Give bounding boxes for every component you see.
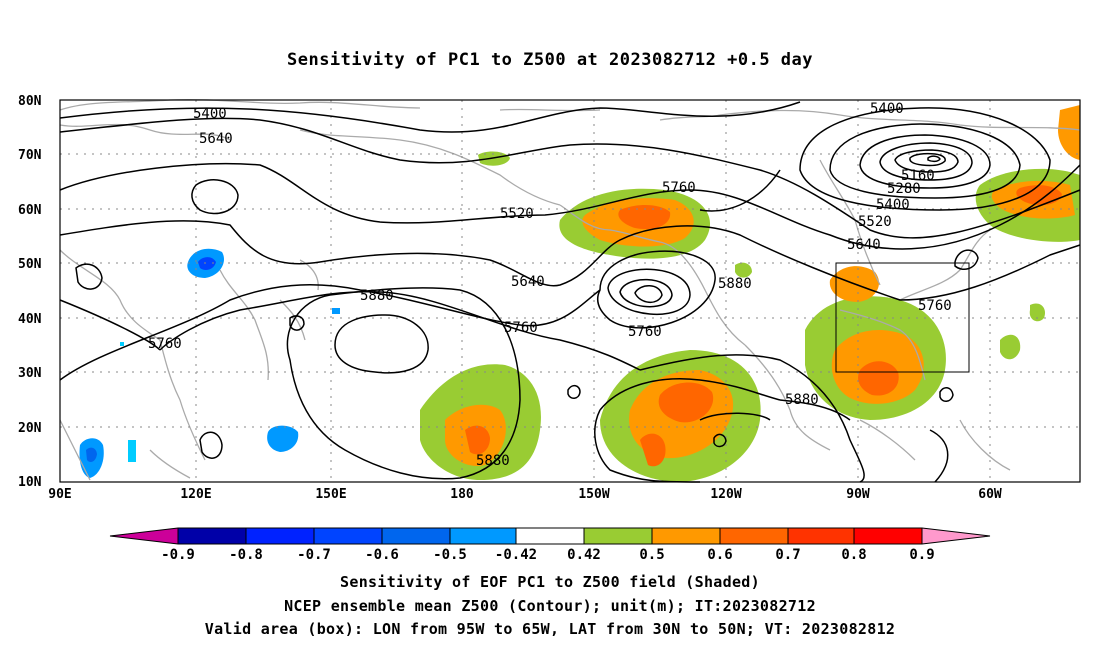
map-title: Sensitivity of PC1 to Z500 at 2023082712…: [286, 50, 813, 70]
lat-label: 60N: [18, 203, 42, 218]
lon-label: 60W: [978, 487, 1002, 502]
lat-label: 30N: [18, 366, 42, 381]
caption-line-1: Sensitivity of EOF PC1 to Z500 field (Sh…: [340, 573, 760, 591]
contour-label: 5400: [876, 197, 910, 213]
shading-positive: [420, 105, 1080, 482]
contour-label: 5760: [504, 320, 538, 336]
colorbar-swatch: [652, 528, 720, 544]
contour-label: 5880: [785, 392, 819, 408]
colorbar-label: -0.9: [161, 547, 195, 563]
colorbar-swatch: [922, 528, 990, 544]
colorbar: -0.9 -0.8 -0.7 -0.6 -0.5 -0.42 0.42 0.5 …: [109, 527, 991, 563]
contour-label: 5280: [887, 181, 921, 197]
colorbar-swatch: [382, 528, 450, 544]
map-frame: [59, 99, 1081, 483]
lat-label: 80N: [18, 94, 42, 109]
lat-label: 70N: [18, 148, 42, 163]
lon-label: 150W: [578, 487, 609, 502]
colorbar-swatch: [516, 528, 584, 544]
colorbar-label: -0.6: [365, 547, 399, 563]
colorbar-label: -0.8: [229, 547, 263, 563]
contour-label: 5760: [628, 324, 662, 340]
lat-label: 50N: [18, 257, 42, 272]
lat-label: 20N: [18, 421, 42, 436]
caption-line-2: NCEP ensemble mean Z500 (Contour); unit(…: [284, 597, 816, 615]
lon-label: 90W: [846, 487, 870, 502]
colorbar-label: 0.5: [639, 547, 664, 563]
grid-lines: [60, 100, 1080, 482]
contour-label: 5520: [858, 214, 892, 230]
colorbar-label: -0.5: [433, 547, 467, 563]
lat-axis: 80N 70N 60N 50N 40N 30N 20N 10N: [18, 94, 42, 490]
lon-label: 120E: [180, 487, 211, 502]
contour-label: 5880: [718, 276, 752, 292]
contour-label: 5760: [918, 298, 952, 314]
colorbar-label: 0.8: [841, 547, 866, 563]
contour-label: 5880: [360, 288, 394, 304]
lat-label: 10N: [18, 475, 42, 490]
colorbar-label: 0.6: [707, 547, 732, 563]
lat-label: 40N: [18, 312, 42, 327]
colorbar-swatch: [788, 528, 854, 544]
colorbar-label: 0.9: [909, 547, 934, 563]
colorbar-label: -0.7: [297, 547, 331, 563]
contour-label: 5520: [500, 206, 534, 222]
lon-axis: 90E 120E 150E 180 150W 120W 90W 60W: [48, 487, 1002, 502]
colorbar-swatch: [720, 528, 788, 544]
colorbar-label: -0.42: [495, 547, 537, 563]
lon-label: 120W: [710, 487, 741, 502]
lon-label: 90E: [48, 487, 71, 502]
contour-label: 5640: [847, 237, 881, 253]
colorbar-swatch: [246, 528, 314, 544]
colorbar-swatch: [178, 528, 246, 544]
valid-area-box: [835, 262, 970, 373]
contour-label: 5760: [148, 336, 182, 352]
contour-label: 5640: [511, 274, 545, 290]
colorbar-swatch: [450, 528, 516, 544]
z500-contours: [59, 101, 1081, 483]
colorbar-label: 0.42: [567, 547, 601, 563]
colorbar-swatch: [110, 528, 178, 544]
caption-line-3: Valid area (box): LON from 95W to 65W, L…: [204, 620, 896, 638]
contour-label: 5640: [199, 131, 233, 147]
contour-label: 5400: [193, 106, 227, 122]
colorbar-swatch: [584, 528, 652, 544]
colorbar-swatch: [854, 528, 922, 544]
shading-negative: [79, 248, 340, 478]
colorbar-swatch: [314, 528, 382, 544]
contour-label: 5400: [870, 101, 904, 117]
lon-label: 150E: [315, 487, 346, 502]
contour-label: 5880: [476, 453, 510, 469]
contour-label: 5160: [901, 168, 935, 184]
coastlines: [59, 99, 1081, 481]
contour-label-group: 5400 5640 5760 5520 5640 5760 5880 5880 …: [148, 101, 952, 469]
lon-label: 180: [450, 487, 474, 502]
colorbar-label: 0.7: [775, 547, 800, 563]
contour-label: 5760: [662, 180, 696, 196]
